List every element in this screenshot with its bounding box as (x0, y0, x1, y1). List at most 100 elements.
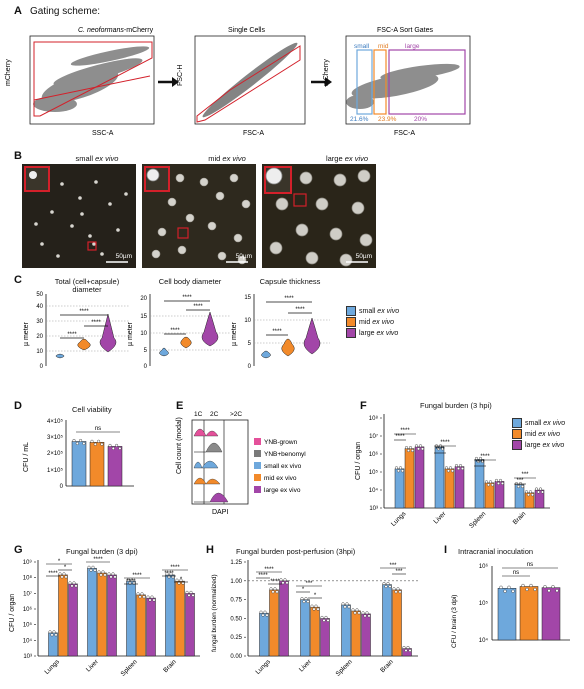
y-tick-label: 0.00 (230, 654, 242, 660)
data-point (281, 581, 285, 585)
data-point (521, 583, 525, 588)
data-point (70, 584, 74, 588)
data-point (265, 613, 269, 617)
data-point (185, 590, 189, 594)
svg-text:****: **** (91, 320, 101, 326)
svg-text:***: *** (389, 563, 397, 569)
data-point (275, 590, 279, 594)
y-tick-label: 10⁷ (369, 433, 378, 440)
svg-text:****: **** (193, 304, 203, 310)
data-point (152, 598, 156, 602)
data-point (525, 587, 529, 592)
f-legend: small ex vivo mid ex vivo large ex vivo (512, 418, 565, 451)
svg-text:40: 40 (36, 304, 43, 310)
svg-text:****: **** (270, 579, 280, 585)
data-point (396, 587, 400, 591)
data-point (486, 483, 490, 487)
data-point (507, 585, 511, 589)
svg-text:0: 0 (60, 484, 64, 490)
data-point (100, 442, 104, 446)
data-point (382, 582, 386, 586)
panel-label-i: I (444, 544, 448, 556)
bar (300, 599, 310, 657)
svg-text:FSC-A: FSC-A (394, 130, 415, 137)
svg-text:23.9%: 23.9% (378, 116, 397, 123)
svg-text:10: 10 (244, 318, 251, 324)
svg-text:mCherry: mCherry (323, 59, 330, 86)
x-tick-label: Liver (85, 658, 101, 674)
data-point (363, 614, 367, 618)
data-point (448, 466, 452, 470)
svg-text:5: 5 (248, 341, 252, 347)
micro-title-large: large ex vivo (325, 154, 369, 163)
svg-text:****: **** (295, 307, 305, 313)
data-point (436, 447, 440, 451)
y-tick-label: 10⁵ (23, 622, 33, 629)
bar (107, 446, 123, 487)
svg-text:YNB-grown: YNB-grown (264, 439, 298, 446)
panel-label-g: G (14, 544, 23, 556)
data-point (175, 578, 179, 582)
svg-text:1×10⁵: 1×10⁵ (47, 467, 64, 474)
chart-fungal-3hpi: 10³ 10⁴ 10⁵ 10⁶ 10⁷ 10⁸ CFU / organ Lungs Live… (355, 414, 550, 530)
legend-mid: mid ex vivo (346, 316, 399, 328)
svg-text:FSC-H: FSC-H (177, 65, 184, 86)
g-title: Fungal burden (3 dpi) (66, 547, 138, 556)
bar (71, 441, 87, 487)
data-point (503, 589, 507, 593)
svg-text:CFU / mL: CFU / mL (23, 442, 30, 472)
data-point (82, 441, 86, 445)
svg-text:DAPI: DAPI (212, 509, 228, 516)
data-point (343, 605, 347, 609)
y-tick-label: 10⁴ (23, 637, 33, 644)
data-point (103, 573, 107, 577)
svg-text:3×10⁵: 3×10⁵ (47, 434, 64, 441)
data-point (187, 593, 191, 597)
svg-text:21.6%: 21.6% (350, 116, 369, 123)
data-point (345, 602, 349, 606)
bar (382, 584, 392, 657)
panel-label-b: B (14, 150, 22, 162)
bar (444, 468, 455, 509)
data-point (490, 483, 494, 487)
x-tick-label: Brain (379, 658, 395, 674)
data-point (150, 595, 154, 599)
data-point (279, 578, 283, 582)
svg-text:****: **** (164, 571, 174, 577)
data-point (324, 615, 328, 619)
svg-text:****: **** (67, 332, 77, 338)
bar (361, 613, 371, 657)
bar (185, 593, 195, 657)
panel-label-f: F (360, 400, 367, 412)
svg-text:1C: 1C (194, 411, 203, 418)
d-title: Cell viability (72, 405, 112, 414)
svg-text:0: 0 (248, 364, 252, 370)
data-point (93, 442, 97, 446)
data-point (302, 600, 306, 604)
bar (351, 610, 361, 657)
data-point (384, 585, 388, 589)
data-point (304, 597, 308, 601)
legend-small: small ex vivo (346, 306, 399, 317)
data-point (312, 607, 316, 611)
data-point (271, 590, 275, 594)
svg-text:2×10⁵: 2×10⁵ (47, 450, 64, 457)
bar (89, 442, 105, 487)
bar (259, 612, 269, 657)
gating-plot-mcherry-ssc: C. neoformans-mCherry SSC-A mCherry (5, 27, 155, 137)
y-tick-label: 10⁵ (479, 600, 489, 607)
violin-plot-capsule: 0 5 10 15 µ meter **** **** **** (231, 294, 330, 370)
micro-title-mid: mid ex vivo (208, 154, 246, 163)
x-tick-label: Liver (298, 658, 314, 674)
svg-text:****: **** (395, 434, 405, 440)
y-tick-label: 10⁵ (369, 469, 379, 476)
data-point (411, 449, 415, 453)
y-tick-label: 10⁶ (23, 606, 33, 613)
svg-text:YNB+benomyl: YNB+benomyl (264, 451, 306, 458)
data-point (394, 590, 398, 594)
c-title-total: Total (cell+capsule) diameter (54, 277, 120, 295)
panel-label-c: C (14, 274, 22, 286)
svg-text:small ex vivo: small ex vivo (264, 463, 302, 470)
svg-text:30: 30 (36, 319, 43, 325)
data-point (528, 490, 532, 494)
